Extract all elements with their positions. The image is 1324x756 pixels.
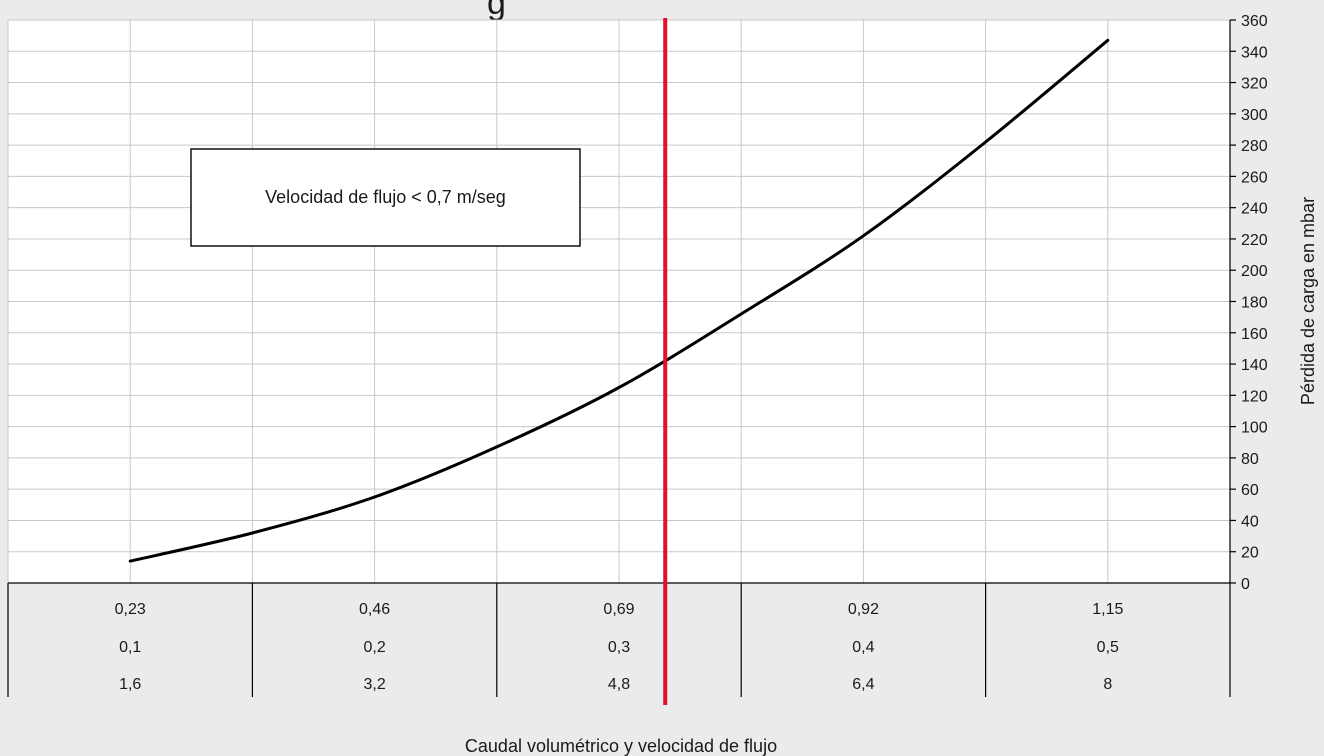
- y-axis-label: Pérdida de carga en mbar: [1298, 197, 1318, 405]
- x-table-cell: 0,5: [1097, 639, 1119, 656]
- y-tick-label: 120: [1241, 388, 1268, 405]
- y-tick-label: 80: [1241, 451, 1259, 468]
- y-tick-label: 0: [1241, 576, 1250, 593]
- x-table-cell: 0,92: [848, 601, 879, 618]
- x-table-cell: 0,4: [852, 639, 874, 656]
- y-tick-label: 160: [1241, 326, 1268, 343]
- y-tick-label: 280: [1241, 138, 1268, 155]
- y-tick-label: 140: [1241, 357, 1268, 374]
- x-table-cell: 3,2: [363, 676, 385, 693]
- x-table-cell: 0,3: [608, 639, 630, 656]
- cropped-title-fragment: g: [487, 0, 506, 22]
- y-tick-label: 60: [1241, 482, 1259, 499]
- y-tick-label: 360: [1241, 13, 1268, 30]
- x-value-table: 0,23 0,46 0,69 0,92 1,15 0,1 0,2 0,3 0,4 0,5 1,6 3,…: [115, 601, 1124, 693]
- y-tick-label: 320: [1241, 76, 1268, 93]
- annotation-box: Velocidad de flujo < 0,7 m/seg: [190, 148, 581, 247]
- x-table-cell: 1,6: [119, 676, 141, 693]
- y-tick-label: 340: [1241, 44, 1268, 61]
- y-tick-label: 240: [1241, 201, 1268, 218]
- y-tick-label: 220: [1241, 232, 1268, 249]
- y-tick-label: 100: [1241, 420, 1268, 437]
- y-axis-ticks: 0 20 40 60 80 100 120 140 160 180 200 220 240 260 280 3…: [1230, 13, 1268, 593]
- y-tick-label: 300: [1241, 107, 1268, 124]
- x-table-cell: 0,1: [119, 639, 141, 656]
- x-axis-label: Caudal volumétrico y velocidad de flujo: [465, 736, 777, 756]
- y-tick-label: 200: [1241, 263, 1268, 280]
- x-table-cell: 8: [1103, 676, 1112, 693]
- y-tick-label: 20: [1241, 545, 1259, 562]
- x-table-cell: 0,46: [359, 601, 390, 618]
- y-tick-label: 40: [1241, 513, 1259, 530]
- grid-lines: [7, 19, 1231, 584]
- annotation-text: Velocidad de flujo < 0,7 m/seg: [265, 187, 506, 207]
- x-table-cell: 0,69: [603, 601, 634, 618]
- pressure-loss-curve: [128, 38, 1110, 563]
- x-table-cell: 0,23: [115, 601, 146, 618]
- y-tick-label: 180: [1241, 295, 1268, 312]
- y-tick-label: 260: [1241, 169, 1268, 186]
- x-table-cell: 1,15: [1092, 601, 1123, 618]
- x-table-cell: 4,8: [608, 676, 630, 693]
- x-table-cell: 6,4: [852, 676, 874, 693]
- x-table-cell: 0,2: [363, 639, 385, 656]
